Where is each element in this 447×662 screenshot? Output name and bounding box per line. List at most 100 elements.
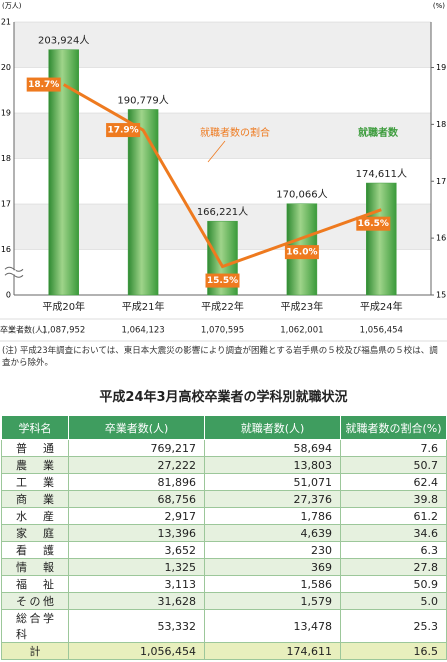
axis-break — [4, 266, 24, 272]
cell: 1,579 — [204, 592, 341, 610]
table-row: 総合学科 53,332 13,478 25.3 — [1, 609, 447, 643]
row-name: 情報 — [1, 558, 69, 576]
y2-tick-label: 15 — [436, 291, 446, 300]
rate-label: 16.0% — [286, 248, 317, 258]
cell: 16.5 — [340, 642, 447, 660]
y-tick-label: 17 — [1, 200, 11, 209]
y2-tick-label: 17 — [436, 177, 446, 186]
cell: 3,652 — [68, 541, 205, 559]
y-tick-label: 0 — [6, 291, 11, 300]
graduates-value: 1,064,123 — [121, 326, 164, 336]
rate-label: 17.9% — [107, 126, 138, 136]
table-row: 水産 2,917 1,786 61.2 — [1, 507, 447, 525]
cell: 81,896 — [68, 473, 205, 491]
row-name: 商業 — [1, 490, 69, 508]
bar-label: 170,066人 — [276, 189, 327, 201]
cell: 27.8 — [340, 558, 447, 576]
table-row: 看護 3,652 230 6.3 — [1, 541, 447, 559]
table-row: 福祉 3,113 1,586 50.9 — [1, 575, 447, 593]
bar-label: 190,779人 — [117, 94, 168, 106]
cell: 3,113 — [68, 575, 205, 593]
cell: 4,639 — [204, 524, 341, 542]
cell: 50.7 — [340, 456, 447, 474]
rate-label: 15.5% — [207, 276, 238, 286]
cell: 230 — [204, 541, 341, 559]
y2-tick-label: 16 — [436, 234, 446, 243]
y-tick-label: 21 — [1, 18, 11, 27]
y2-tick-label: 19 — [436, 63, 446, 72]
row-name: 計 — [1, 642, 69, 660]
rate-box — [106, 123, 141, 138]
axis-break — [4, 272, 24, 278]
y-tick-label: 20 — [1, 63, 11, 72]
x-tick-label: 平成21年 — [122, 300, 165, 313]
cell: 1,056,454 — [68, 642, 205, 660]
cell: 68,756 — [68, 490, 205, 508]
column-header: 就職者数(人) — [204, 415, 341, 440]
table-row: 普通 769,217 58,694 7.6 — [1, 439, 447, 457]
table-row: 工業 81,896 51,071 62.4 — [1, 473, 447, 491]
y2-tick-label: 18 — [436, 120, 446, 129]
x-tick-label: 平成22年 — [201, 300, 244, 313]
cell: 62.4 — [340, 473, 447, 491]
rate-box — [284, 245, 319, 260]
legend-bars: 就職者数 — [358, 126, 399, 139]
bar — [366, 182, 397, 296]
graduates-label: 卒業者数(人) — [0, 325, 46, 335]
chart: (万人) (%) 0 16 17 18 19 20 21 15 16 17 18 19 203,924人… — [0, 2, 447, 342]
cell: 1,786 — [204, 507, 341, 525]
cell: 6.3 — [340, 541, 447, 559]
x-tick-label: 平成20年 — [42, 300, 85, 313]
table-row: 家庭 13,396 4,639 34.6 — [1, 524, 447, 542]
row-name: 総合学科 — [1, 609, 69, 643]
graduates-value: 1,087,952 — [42, 326, 85, 336]
cell: 25.3 — [340, 609, 447, 643]
graduates-value: 1,056,454 — [360, 326, 403, 336]
bar-label: 203,924人 — [38, 35, 89, 47]
axis-break-gap — [13, 270, 16, 275]
y-tick-label: 16 — [1, 245, 11, 254]
table-row: 計 1,056,454 174,611 16.5 — [1, 642, 447, 660]
y-tick-label: 19 — [1, 109, 11, 118]
rate-box — [356, 216, 391, 231]
grid-band — [14, 113, 431, 159]
table-row: 農業 27,222 13,803 50.7 — [1, 456, 447, 474]
rate-box — [205, 273, 240, 288]
bar-label: 166,221人 — [197, 206, 248, 218]
column-header: 就職者数の割合(%) — [340, 415, 447, 440]
cell: 13,478 — [204, 609, 341, 643]
row-name: 工業 — [1, 473, 69, 491]
cell: 58,694 — [204, 439, 341, 457]
table-title: 平成24年3月高校卒業者の学科別就職状況 — [99, 390, 348, 405]
bar-label: 174,611人 — [356, 168, 407, 180]
x-tick-label: 平成24年 — [360, 300, 403, 313]
row-name: その他 — [1, 592, 69, 610]
grid-band — [14, 22, 431, 68]
rate-box — [26, 77, 61, 92]
table-row: その他 31,628 1,579 5.0 — [1, 592, 447, 610]
x-tick-label: 平成23年 — [281, 300, 324, 313]
y-unit: (万人) — [2, 2, 22, 10]
cell: 369 — [204, 558, 341, 576]
cell: 27,222 — [68, 456, 205, 474]
cell: 51,071 — [204, 473, 341, 491]
cell: 27,376 — [204, 490, 341, 508]
cell: 769,217 — [68, 439, 205, 457]
cell: 2,917 — [68, 507, 205, 525]
y-tick-label: 18 — [1, 154, 11, 163]
row-name: 家庭 — [1, 524, 69, 542]
cell: 34.6 — [340, 524, 447, 542]
table-row: 商業 68,756 27,376 39.8 — [1, 490, 447, 508]
cell: 13,396 — [68, 524, 205, 542]
table-row: 情報 1,325 369 27.8 — [1, 558, 447, 576]
y2-unit: (%) — [433, 2, 445, 10]
cell: 1,325 — [68, 558, 205, 576]
bar — [127, 109, 159, 296]
cell: 13,803 — [204, 456, 341, 474]
cell: 7.6 — [340, 439, 447, 457]
row-name: 農業 — [1, 456, 69, 474]
table: 学科名 卒業者数(人) 就職者数(人) 就職者数の割合(%) 普通 769,217 58,6… — [1, 415, 447, 660]
cell: 39.8 — [340, 490, 447, 508]
cell: 61.2 — [340, 507, 447, 525]
